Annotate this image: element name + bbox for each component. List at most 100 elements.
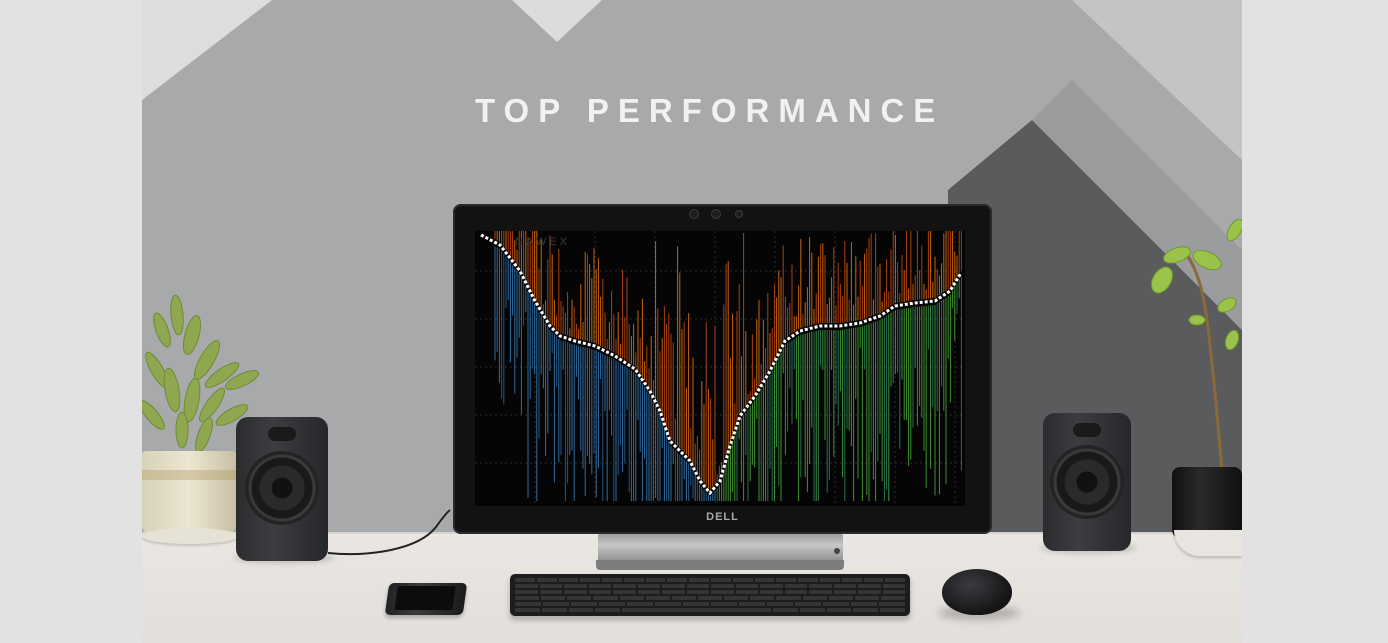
monitor: NAWEX DELL (453, 204, 992, 534)
keyboard-key (655, 602, 681, 606)
keyboard-key (711, 578, 731, 582)
speaker-left-icon (236, 417, 328, 561)
keyboard-key (882, 584, 905, 588)
keyboard-key (543, 602, 569, 606)
dell-logo: DELL (706, 511, 739, 523)
left-pot-saucer (142, 528, 238, 544)
keyboard-key (711, 590, 734, 594)
keyboard-key (799, 608, 825, 612)
keyboard-key (541, 608, 567, 612)
keyboard-key (697, 596, 723, 600)
left-plant-pot (142, 451, 236, 535)
keyboard-key (819, 578, 840, 582)
keyboard-key (622, 608, 771, 612)
keyboard-key (828, 596, 853, 600)
keyboard-key (711, 584, 734, 588)
keyboard-key (571, 602, 597, 606)
page-headline: TOP PERFORMANCE (475, 92, 945, 129)
keyboard-key (784, 590, 807, 594)
keyboard-key (885, 578, 906, 582)
power-button-icon (834, 548, 840, 554)
keyboard-key (637, 590, 660, 594)
keyboard-key (772, 608, 798, 612)
keyboard-icon (510, 574, 910, 616)
keyboard-key (826, 608, 852, 612)
keyboard-key (627, 602, 653, 606)
keyboard-key (879, 602, 905, 606)
keyboard-row (515, 608, 905, 612)
keyboard-key (539, 584, 562, 588)
keyboard-key (619, 596, 644, 600)
keyboard-key (564, 584, 587, 588)
plant-icon (142, 294, 260, 453)
keyboard-key (588, 590, 611, 594)
screen-chart-graphic: NAWEX (475, 231, 965, 506)
keyboard-key (739, 602, 765, 606)
monitor-stand (598, 534, 843, 562)
keyboard-key (798, 578, 818, 582)
keyboard-key (588, 584, 611, 588)
keyboard-key (536, 578, 557, 582)
keyboard-key (858, 584, 881, 588)
keyboard-key (833, 590, 856, 594)
right-speaker-driver (1050, 445, 1124, 519)
keyboard-key (711, 602, 737, 606)
keyboard-key (863, 578, 884, 582)
keyboard-key (802, 596, 827, 600)
keyboard-key (515, 590, 538, 594)
keyboard-row (515, 584, 905, 588)
keyboard-key (599, 602, 625, 606)
keyboard-key (515, 602, 541, 606)
keyboard-key (735, 584, 758, 588)
speaker-cable (328, 509, 451, 556)
keyboard-key (809, 584, 832, 588)
hero-scene: TOP PERFORMANCE (142, 0, 1242, 643)
keyboard-key (854, 596, 879, 600)
keyboard-key (851, 602, 877, 606)
mouse-icon (942, 569, 1012, 615)
keyboard-key (613, 584, 636, 588)
keyboard-key (689, 578, 710, 582)
webcam-lens-icon (711, 209, 721, 219)
keyboard-key (662, 590, 685, 594)
keyboard-key (880, 596, 906, 600)
keyboard-key (776, 578, 797, 582)
right-pot-saucer (1174, 530, 1242, 556)
left-speaker-driver (245, 451, 319, 525)
chart-main-line (480, 233, 963, 496)
keyboard-key (735, 590, 758, 594)
keyboard-key (515, 608, 540, 612)
keyboard-key (580, 578, 601, 582)
keyboard-key (645, 596, 670, 600)
keyboard-key (754, 578, 775, 582)
keyboard-row (515, 590, 905, 594)
plant-right-icon (1151, 218, 1242, 473)
keyboard-key (568, 608, 594, 612)
monitor-stand-base (596, 560, 844, 570)
keyboard-key (724, 596, 749, 600)
keyboard-key (686, 590, 709, 594)
keyboard-key (564, 590, 587, 594)
keyboard-row (515, 602, 905, 606)
keyboard-key (841, 578, 862, 582)
keyboard-key (833, 584, 856, 588)
keyboard-row (515, 596, 906, 600)
keyboard-key (760, 584, 783, 588)
keyboard-key (667, 578, 688, 582)
keyboard-key (515, 584, 538, 588)
keyboard-key (776, 596, 801, 600)
keyboard-key (732, 578, 753, 582)
speaker-right-icon (1043, 413, 1131, 551)
phone-icon (384, 583, 468, 615)
right-plant-pot (1172, 467, 1242, 541)
screen-watermark: NAWEX (515, 236, 570, 248)
keyboard-key (613, 590, 636, 594)
right-speaker-tweeter (1073, 423, 1101, 437)
keyboard-key (645, 578, 666, 582)
keyboard-key (539, 590, 562, 594)
keyboard-key (515, 578, 535, 582)
left-speaker-tweeter (268, 427, 296, 441)
keyboard-key (795, 602, 821, 606)
keyboard-key (671, 596, 696, 600)
chart-strands (494, 231, 962, 501)
